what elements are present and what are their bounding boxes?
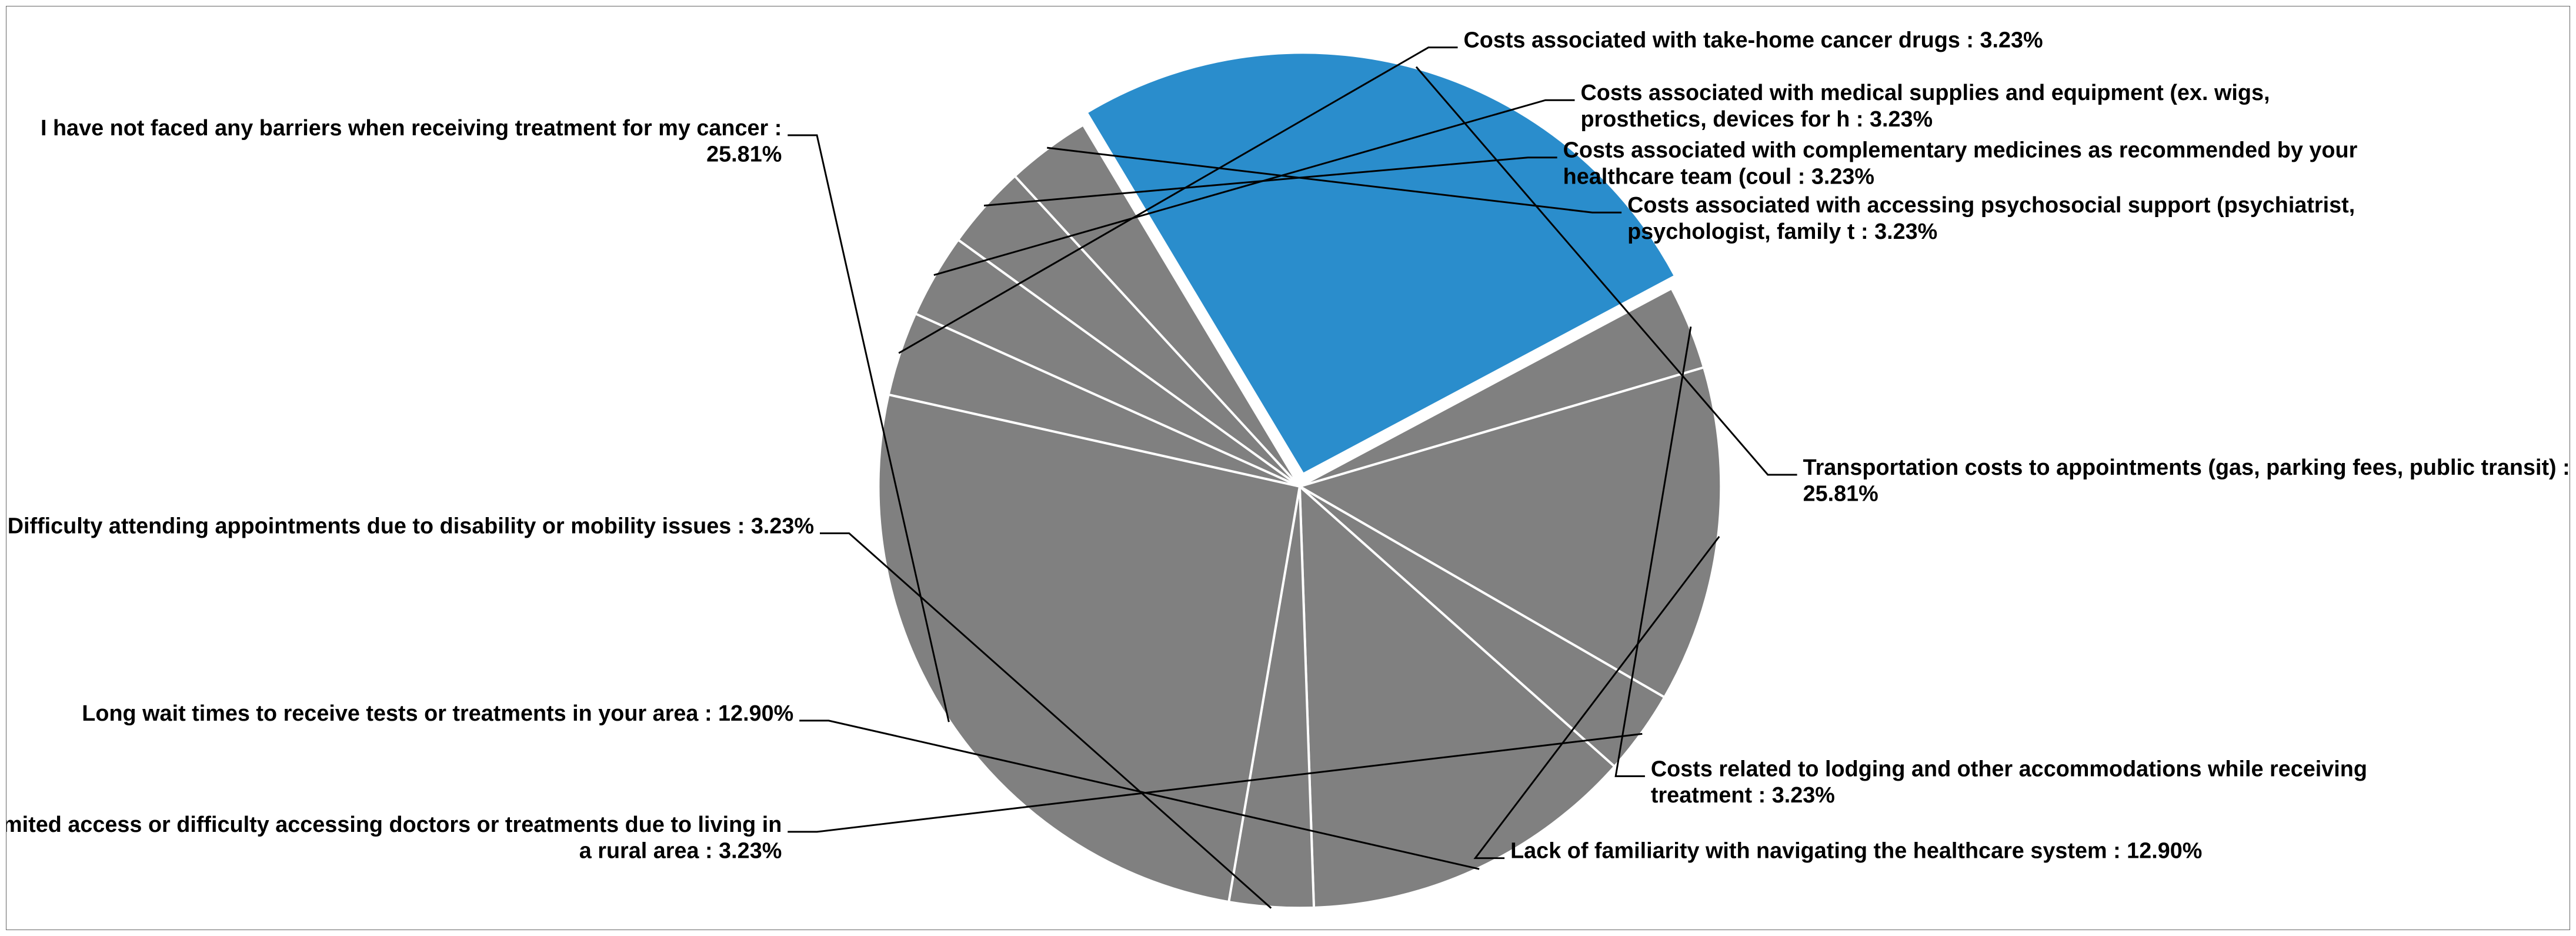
pie-label-mobility-issues: Difficulty attending appointments due to… — [8, 514, 814, 538]
pie-label-wait-times: Long wait times to receive tests or trea… — [82, 701, 793, 726]
pie-label-no-barriers: I have not faced any barriers when recei… — [41, 116, 782, 167]
pie-label-complementary-medicines: Costs associated with complementary medi… — [1563, 138, 2358, 189]
pie-label-psychosocial-support: Costs associated with accessing psychoso… — [1627, 193, 2355, 244]
pie-label-transportation: Transportation costs to appointments (ga… — [1803, 455, 2570, 507]
chart-frame: Costs associated with take-home cancer d… — [6, 6, 2570, 930]
pie-label-lodging: Costs related to lodging and other accom… — [1651, 757, 2367, 808]
pie-chart: Costs associated with take-home cancer d… — [6, 6, 2570, 930]
pie-label-take-home-drugs: Costs associated with take-home cancer d… — [1463, 28, 2043, 53]
pie-label-navigating-healthcare: Lack of familiarity with navigating the … — [1510, 839, 2202, 864]
pie-label-medical-supplies: Costs associated with medical supplies a… — [1580, 81, 2270, 132]
pie-label-rural-access: Limited access or difficulty accessing d… — [6, 812, 782, 864]
